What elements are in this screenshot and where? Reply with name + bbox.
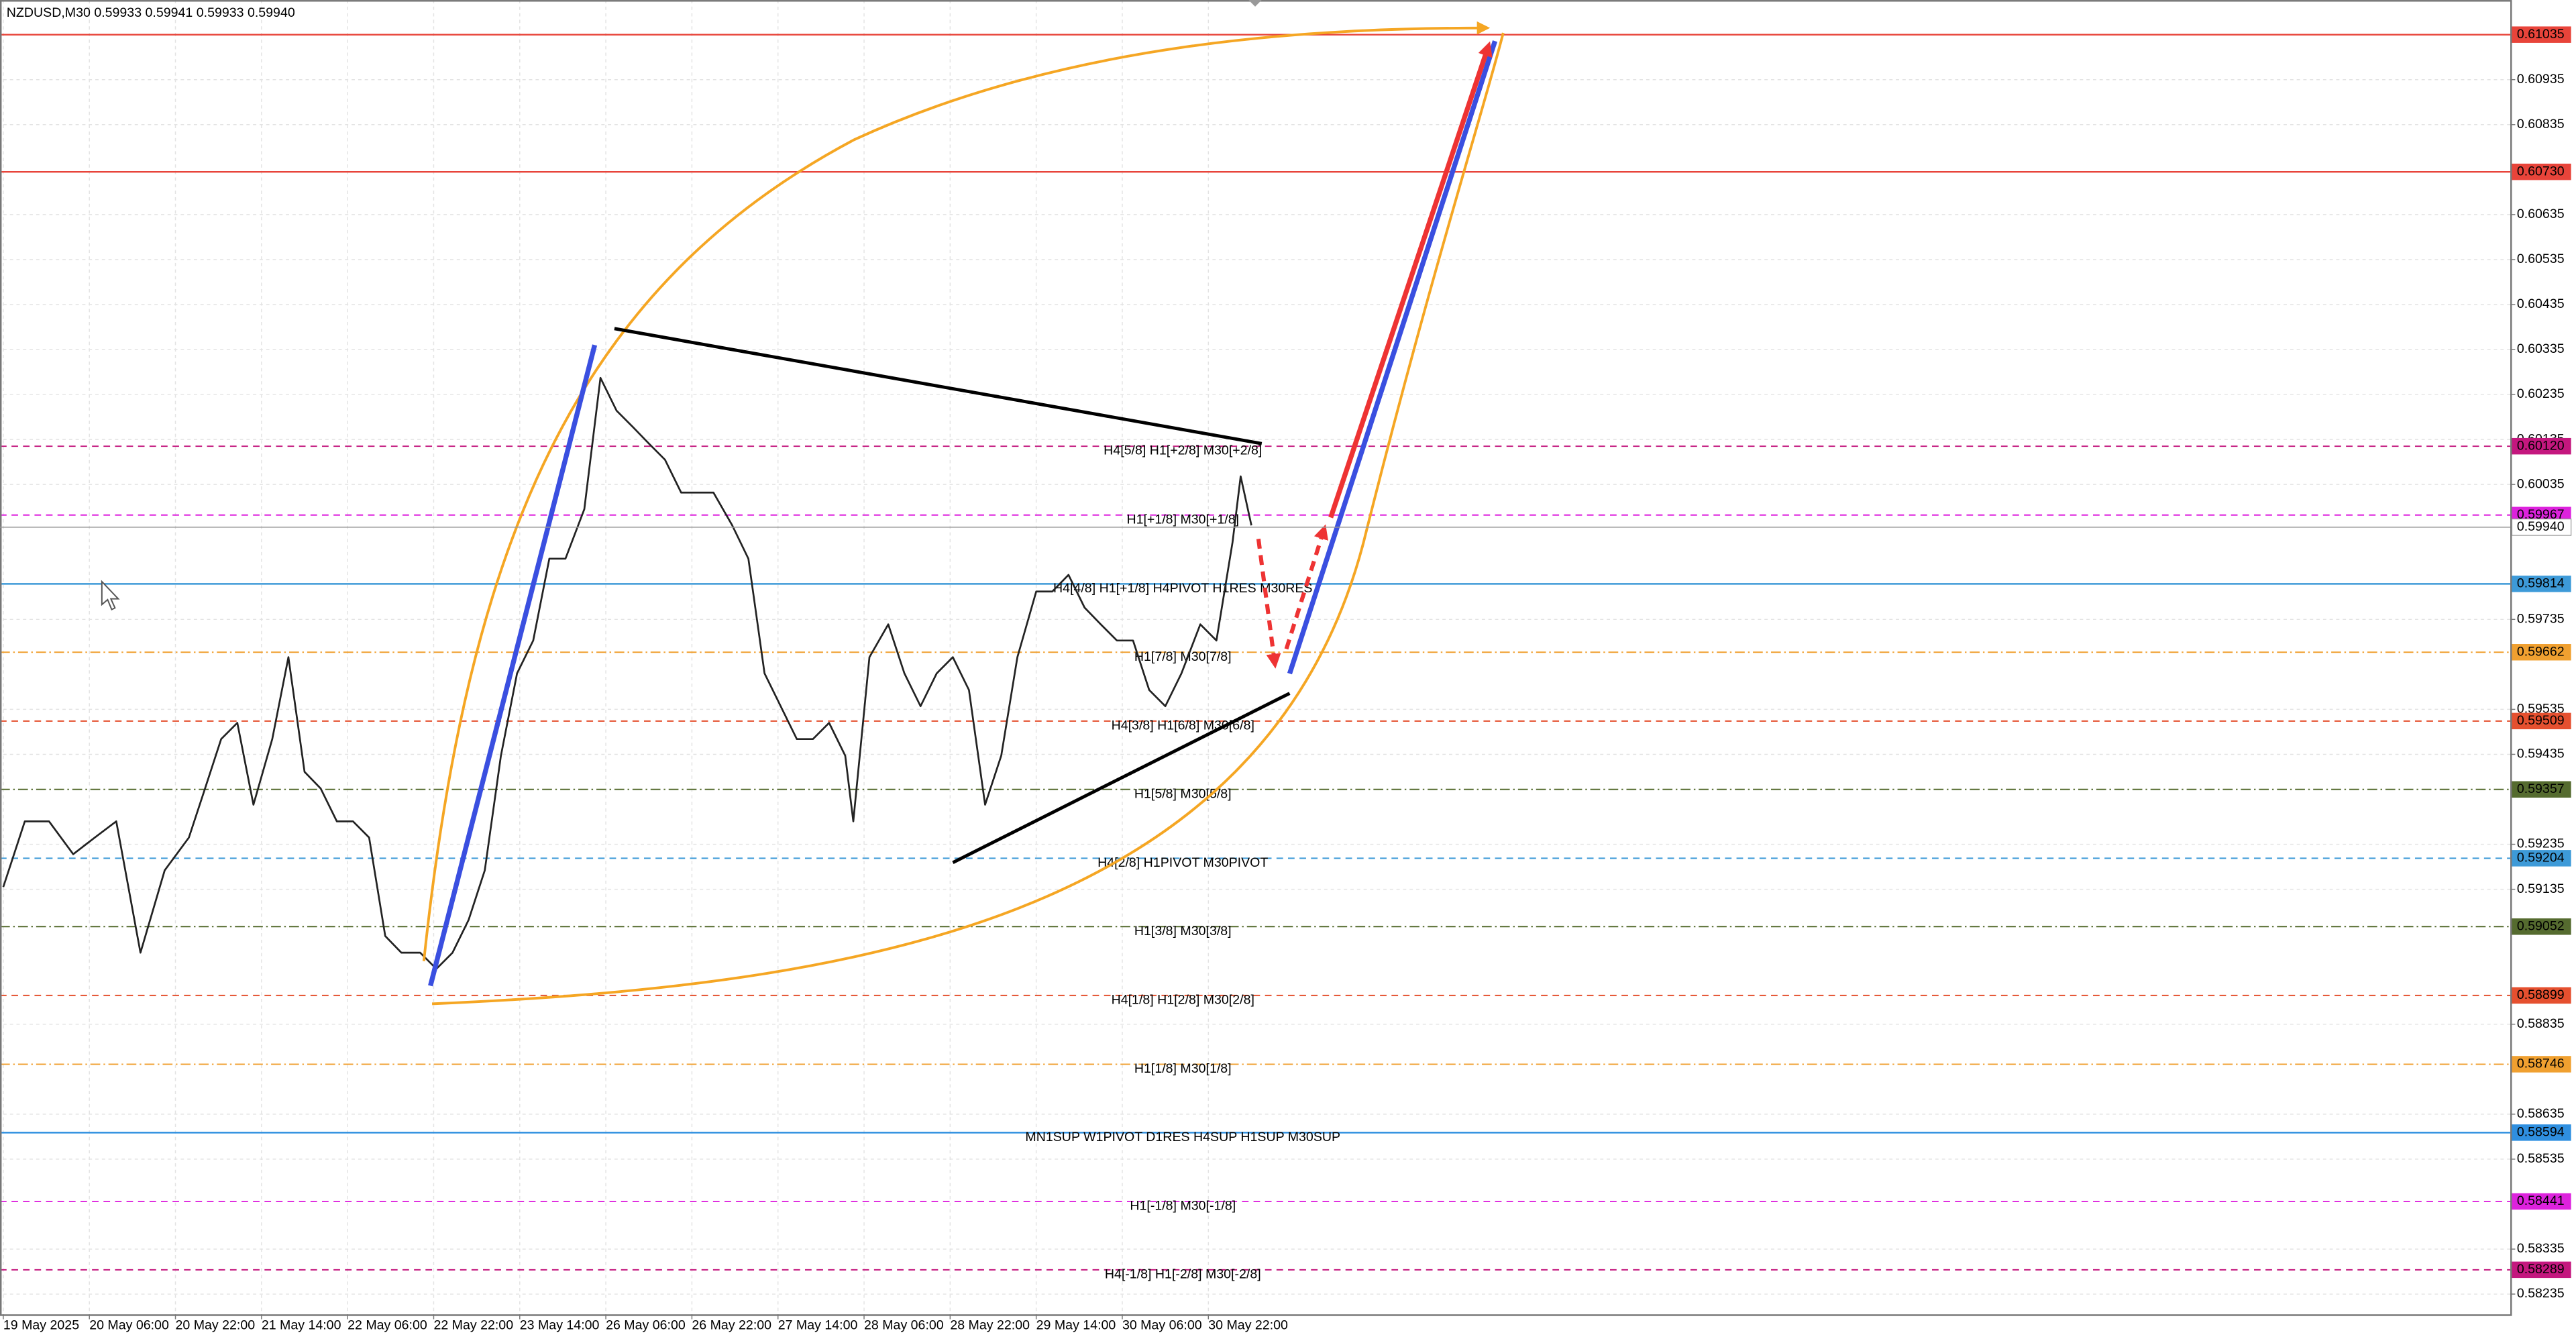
y-tick-label: 0.60435: [2517, 297, 2565, 311]
x-tick-label: 28 May 06:00: [864, 1318, 944, 1333]
level-label: H4[-1/8] H1[-2/8] M30[-2/8]: [1105, 1267, 1261, 1281]
y-tick-label: 0.60635: [2517, 207, 2565, 221]
orange-curve: [431, 32, 1505, 1006]
price-line: [2, 376, 1252, 970]
y-tick-label: 0.59435: [2517, 747, 2565, 761]
last-price-label: 0.59940: [2517, 519, 2565, 534]
level-price-label: 0.58289: [2517, 1262, 2565, 1277]
level-price-label: 0.59052: [2517, 918, 2565, 933]
level-price-label: 0.59357: [2517, 782, 2565, 796]
level-price-box: [2512, 1124, 2571, 1141]
level-label: H1[1/8] M30[1/8]: [1134, 1061, 1232, 1076]
levels: H4[5/8] H1[+2/8] M30[+2/8] H1[+1/8] M30[+…: [0, 34, 2511, 1281]
x-tick-label: 23 May 14:00: [520, 1318, 600, 1333]
level-price-label: 0.60120: [2517, 438, 2565, 453]
y-tick-label: 0.59135: [2517, 881, 2565, 896]
x-tick-label: 26 May 06:00: [606, 1318, 686, 1333]
level-price-box: [2512, 1261, 2571, 1279]
level-price-label: 0.58746: [2517, 1057, 2565, 1071]
y-tick-label: 0.58835: [2517, 1016, 2565, 1031]
level-label: H4[2/8] H1PIVOT M30PIVOT: [1097, 855, 1268, 870]
level-price-box: [2512, 576, 2571, 592]
level-label: H4[5/8] H1[+2/8] M30[+2/8]: [1104, 443, 1262, 458]
x-tick-label: 22 May 22:00: [433, 1318, 513, 1333]
black-trendline: [952, 692, 1291, 864]
level-label: H1[+1/8] M30[+1/8]: [1126, 512, 1239, 527]
x-tick-label: 30 May 06:00: [1122, 1318, 1202, 1333]
x-tick-label: 30 May 22:00: [1208, 1318, 1288, 1333]
red-dashed-arrow: [1284, 524, 1328, 650]
grid: [3, 0, 2511, 1315]
level-label: H1[7/8] M30[7/8]: [1134, 649, 1232, 664]
level-price-label: 0.61035: [2517, 27, 2565, 42]
level-price-box: [2512, 1056, 2571, 1073]
y-tick-label: 0.58335: [2517, 1241, 2565, 1256]
y-tick-label: 0.60235: [2517, 386, 2565, 401]
y-tick-label: 0.58235: [2517, 1286, 2565, 1301]
level-price-label: 0.59509: [2517, 713, 2565, 728]
x-tick-label: 21 May 14:00: [262, 1318, 341, 1333]
y-tick-label: 0.60835: [2517, 117, 2565, 131]
blue-trend: [428, 344, 598, 987]
y-tick-label: 0.58635: [2517, 1106, 2565, 1121]
level-price-label: 0.60730: [2517, 164, 2565, 178]
x-tick-label: 19 May 2025: [3, 1318, 79, 1333]
y-tick-label: 0.60935: [2517, 72, 2565, 87]
x-tick-label: 28 May 22:00: [950, 1318, 1030, 1333]
mouse-cursor: [101, 580, 120, 610]
level-price-box: [2512, 644, 2571, 661]
level-price-label: 0.58899: [2517, 987, 2565, 1002]
annotations: [422, 21, 1505, 1006]
y-tick-label: 0.58535: [2517, 1151, 2565, 1166]
red-projection: [1328, 41, 1493, 519]
x-tick-label: 20 May 22:00: [176, 1318, 256, 1333]
level-label: MN1SUP W1PIVOT D1RES H4SUP H1SUP M30SUP: [1025, 1130, 1340, 1144]
level-price-label: 0.59204: [2517, 851, 2565, 865]
x-tick-label: 27 May 14:00: [778, 1318, 858, 1333]
y-tick-label: 0.60335: [2517, 341, 2565, 356]
x-tick-label: 22 May 06:00: [347, 1318, 427, 1333]
level-price-box: [2512, 1193, 2571, 1210]
level-price-box: [2512, 163, 2571, 180]
level-price-label: 0.59662: [2517, 644, 2565, 659]
level-label: H4[4/8] H1[+1/8] H4PIVOT H1RES M30RES: [1053, 581, 1312, 596]
level-price-box: [2512, 437, 2571, 455]
level-price-box: [2512, 850, 2571, 867]
scroll-marker: [1248, 0, 1262, 7]
red-dashed-arrow: [1256, 538, 1281, 669]
level-price-label: 0.58594: [2517, 1125, 2565, 1140]
level-price-box: [2512, 781, 2571, 798]
price-series: [2, 376, 1252, 970]
level-price-box: [2512, 918, 2571, 935]
level-price-box: [2512, 26, 2571, 43]
level-price-label: 0.59967: [2517, 507, 2565, 522]
level-price-label: 0.59814: [2517, 576, 2565, 591]
y-tick-label: 0.59535: [2517, 702, 2565, 716]
x-tick-label: 29 May 14:00: [1036, 1318, 1116, 1333]
level-price-box: [2512, 987, 2571, 1004]
blue-trend: [1287, 40, 1498, 675]
x-tick-label: 26 May 22:00: [692, 1318, 771, 1333]
level-price-box: [2512, 712, 2571, 730]
y-tick-label: 0.59235: [2517, 837, 2565, 851]
black-trendline: [614, 327, 1263, 445]
y-tick-label: 0.60535: [2517, 252, 2565, 266]
level-label: H1[-1/8] M30[-1/8]: [1130, 1198, 1236, 1213]
level-price-label: 0.58441: [2517, 1193, 2565, 1208]
orange-curve: [422, 21, 1491, 961]
last-price-box: [2511, 519, 2572, 536]
level-label: H4[1/8] H1[2/8] M30[2/8]: [1112, 992, 1254, 1007]
chart-title: NZDUSD,M30 0.59933 0.59941 0.59933 0.599…: [7, 5, 295, 20]
level-label: H1[3/8] M30[3/8]: [1134, 924, 1232, 939]
x-tick-label: 20 May 06:00: [89, 1318, 169, 1333]
y-tick-label: 0.60035: [2517, 476, 2565, 491]
y-tick-label: 0.59735: [2517, 611, 2565, 626]
